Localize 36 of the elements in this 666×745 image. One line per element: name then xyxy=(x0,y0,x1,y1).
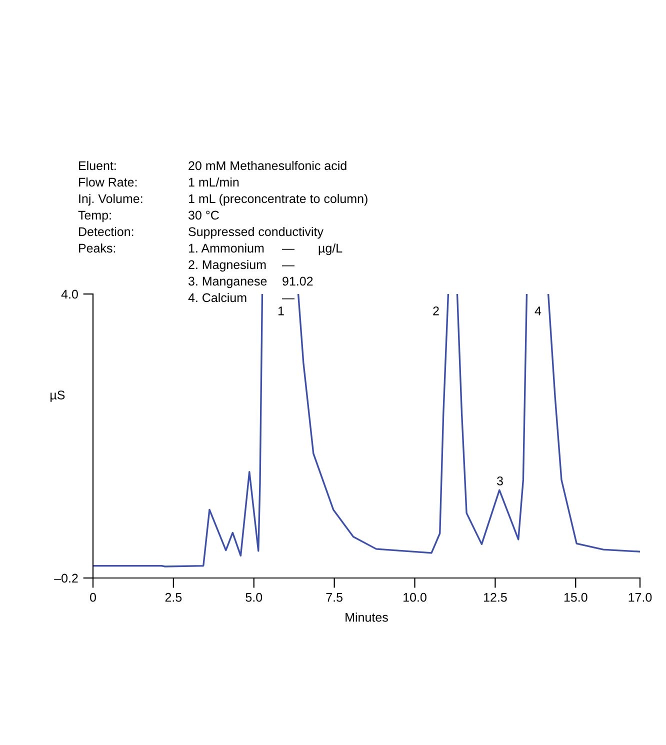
annotation: 3 xyxy=(497,476,503,486)
text: Detection: xyxy=(79,226,134,236)
text: 1. Ammonium xyxy=(188,243,264,253)
x-tick-label: 10.0 xyxy=(404,592,426,602)
text: 1 mL/min xyxy=(188,177,239,187)
x-tick-label: 7.5 xyxy=(326,593,342,602)
x-tick-label: 0 xyxy=(90,592,96,602)
text: 20 mM Methanesulfonic acid xyxy=(188,160,346,170)
text: Suppressed conductivity xyxy=(188,226,324,239)
annotation: 2 xyxy=(433,306,439,316)
x-tick-label: 17.0 xyxy=(628,592,652,602)
text: — xyxy=(282,248,294,250)
text: 3. Manganese xyxy=(188,276,267,288)
annotation: — xyxy=(282,298,294,300)
text: 1 mL (preconcentrate to column) xyxy=(188,194,368,206)
text: Temp: xyxy=(78,210,111,222)
annotation: 4 xyxy=(534,306,542,316)
x-tick-label: 2.5 xyxy=(165,592,182,602)
x-tick-label: 5.0 xyxy=(246,592,262,602)
text: 91.02 xyxy=(282,276,313,286)
x-axis-title: Minutes xyxy=(346,612,388,622)
annotation: 4. Calcium xyxy=(188,292,246,302)
x-tick-label: 12.5 xyxy=(484,592,507,602)
x-tick-label: 15.0 xyxy=(564,592,588,602)
text: µg/L xyxy=(318,243,342,256)
y-tick-label: 4.0 xyxy=(61,290,78,299)
text: Inj. Volume: xyxy=(79,194,142,206)
text: 2. Magnesium xyxy=(188,260,266,272)
text: 30 °C xyxy=(188,210,219,220)
text: — xyxy=(282,265,294,266)
y-axis-title: µS xyxy=(50,390,65,402)
text: Peaks: xyxy=(79,243,116,253)
text: Eluent: xyxy=(79,160,116,170)
y-tick-label: –0.2 xyxy=(54,574,78,583)
text: Flow Rate: xyxy=(79,177,137,187)
annotation: 1 xyxy=(278,306,284,316)
